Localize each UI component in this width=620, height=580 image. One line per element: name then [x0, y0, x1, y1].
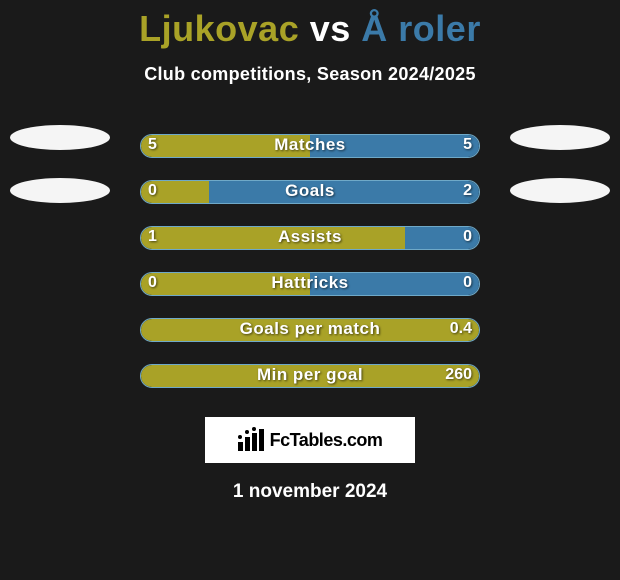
stats-chart: Matches55Goals02Assists10Hattricks00Goal… — [0, 123, 620, 399]
stat-bar-track — [140, 180, 480, 204]
logo-text: FcTables.com — [270, 430, 383, 451]
player1-name: Ljukovac — [139, 8, 299, 49]
decorative-oval — [10, 178, 110, 203]
stat-bar-track — [140, 318, 480, 342]
decorative-oval — [510, 125, 610, 150]
decorative-oval — [510, 178, 610, 203]
stat-bar-track — [140, 134, 480, 158]
stat-bar-left — [141, 365, 479, 387]
stat-bar-right — [209, 181, 479, 203]
stat-row: Assists10 — [0, 215, 620, 261]
decorative-oval — [10, 125, 110, 150]
stat-bar-left — [141, 181, 209, 203]
stat-bar-track — [140, 272, 480, 296]
stat-row: Goals per match0.4 — [0, 307, 620, 353]
fctables-logo: FcTables.com — [205, 417, 415, 463]
stat-bar-left — [141, 273, 310, 295]
subtitle: Club competitions, Season 2024/2025 — [0, 64, 620, 85]
stat-bar-right — [405, 227, 479, 249]
stat-bar-right — [310, 135, 479, 157]
comparison-title: Ljukovac vs Å roler — [0, 0, 620, 50]
stat-bar-left — [141, 227, 405, 249]
stat-bar-track — [140, 364, 480, 388]
stat-bar-left — [141, 135, 310, 157]
stat-row: Hattricks00 — [0, 261, 620, 307]
player2-name: Å roler — [361, 8, 481, 49]
stat-row: Min per goal260 — [0, 353, 620, 399]
vs-text: vs — [310, 8, 351, 49]
snapshot-date: 1 november 2024 — [0, 481, 620, 503]
stat-bar-right — [310, 273, 479, 295]
fctables-chart-icon — [238, 429, 264, 451]
stat-bar-track — [140, 226, 480, 250]
stat-bar-left — [141, 319, 479, 341]
